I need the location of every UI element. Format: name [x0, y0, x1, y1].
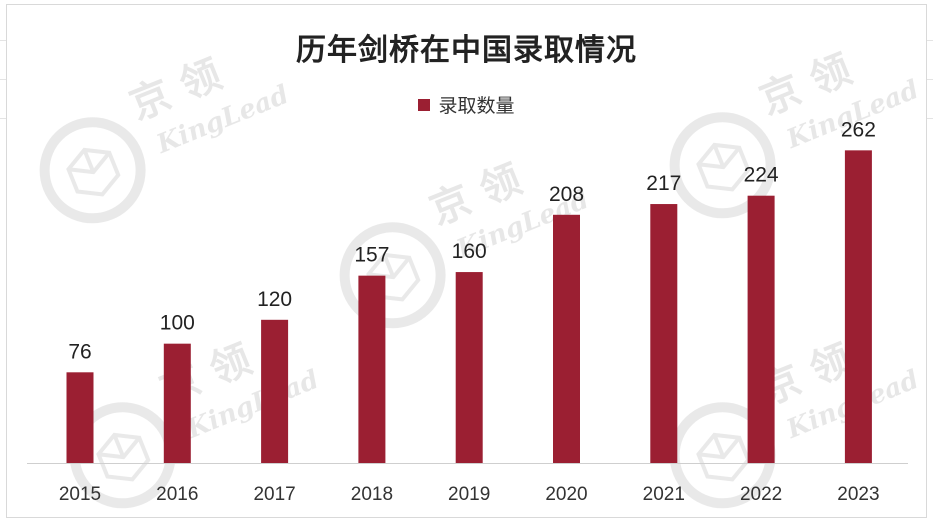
x-tick-label-2022: 2022 — [740, 484, 782, 505]
x-tick-label-2019: 2019 — [448, 484, 490, 505]
data-label-2022: 224 — [744, 164, 779, 187]
x-tick-label-2017: 2017 — [253, 484, 295, 505]
watermark-seal-icon — [39, 117, 146, 224]
bar-2022[interactable] — [747, 195, 775, 463]
watermark-cube-icon — [96, 432, 151, 482]
bar-2020[interactable] — [553, 214, 580, 463]
watermark-cube-icon — [696, 432, 751, 482]
x-tick-label-2021: 2021 — [643, 484, 685, 505]
watermark-cube-icon — [66, 147, 121, 197]
bar-2015[interactable] — [66, 372, 94, 463]
bar-2016[interactable] — [163, 343, 191, 463]
legend[interactable]: 录取数量 — [7, 91, 926, 118]
data-label-2023: 262 — [841, 118, 876, 141]
legend-swatch — [418, 98, 431, 111]
data-label-2015: 76 — [68, 340, 91, 363]
x-tick-label-2016: 2016 — [156, 484, 198, 505]
watermark-seal-icon — [669, 112, 776, 219]
legend-label: 录取数量 — [438, 95, 515, 117]
x-tick-label-2015: 2015 — [59, 484, 101, 505]
data-label-2021: 217 — [646, 172, 681, 195]
watermark-cube-icon — [366, 252, 421, 302]
chart-container[interactable]: 历年剑桥在中国录取情况 录取数量 京 领 KingLead 京 领 KingLead 京… — [6, 4, 927, 518]
x-tick-label-2020: 2020 — [545, 484, 587, 505]
x-tick-labels-group: 2015 2016 2017 2018 2019 2020 2021 2022 2023 — [59, 484, 880, 505]
data-label-2018: 157 — [354, 244, 389, 267]
x-tick-label-2018: 2018 — [351, 484, 393, 505]
bar-2019[interactable] — [455, 272, 483, 463]
chart-title: 历年剑桥在中国录取情况 — [296, 33, 637, 68]
data-label-2016: 100 — [160, 312, 195, 335]
watermark-seal-icon — [339, 222, 446, 329]
bar-2023[interactable] — [844, 150, 872, 463]
bar-2021[interactable] — [650, 204, 678, 463]
x-tick-label-2023: 2023 — [837, 484, 879, 505]
data-labels-group: 76 100 120 157 160 208 217 224 262 — [68, 118, 876, 363]
bar-2017[interactable] — [261, 319, 289, 463]
data-label-2019: 160 — [452, 240, 487, 263]
data-label-2020: 208 — [549, 183, 584, 206]
data-label-2017: 120 — [257, 288, 292, 311]
watermark-cube-icon — [696, 142, 751, 192]
bar-2018[interactable] — [358, 275, 386, 463]
bars-group — [66, 150, 872, 463]
